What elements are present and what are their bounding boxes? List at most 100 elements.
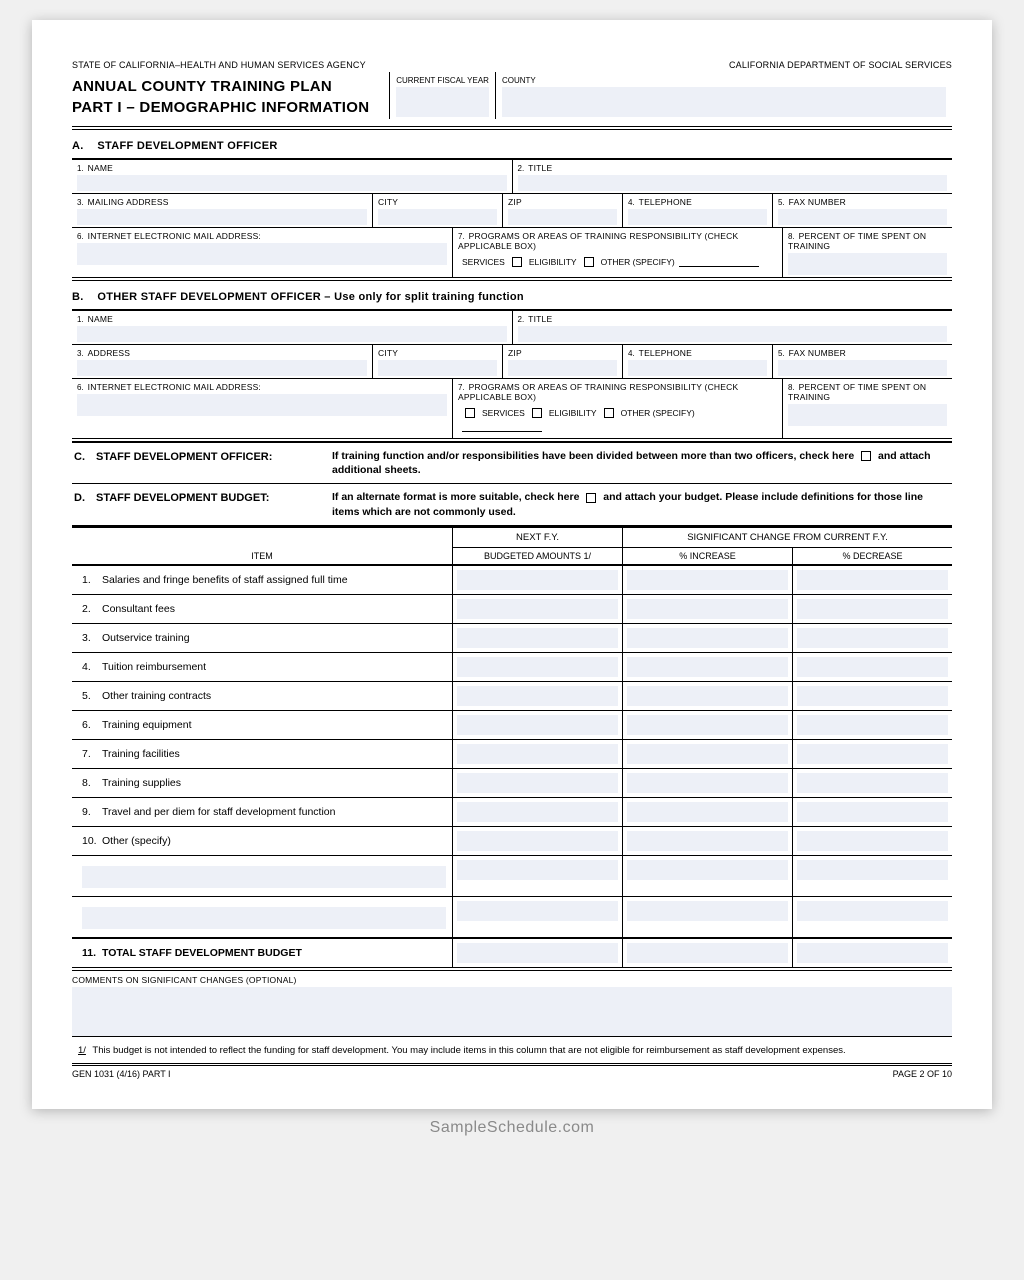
section-b-grid: 1.NAME 2.TITLE 3.ADDRESS CITY ZIP 4.TELE… [72,309,952,442]
b-phone-input[interactable] [628,360,767,376]
a-address-input[interactable] [77,209,367,225]
other-specify-input[interactable] [82,907,446,929]
decrease-input[interactable] [797,773,948,793]
page-footer: GEN 1031 (4/16) PART I PAGE 2 OF 10 [72,1066,952,1079]
decrease-input[interactable] [797,901,948,921]
decrease-input[interactable] [797,599,948,619]
total-amount-input[interactable] [457,943,618,963]
comments-label: COMMENTS ON SIGNIFICANT CHANGES (OPTIONA… [72,971,952,987]
table-row: 3.Outservice training [72,624,952,653]
increase-input[interactable] [627,802,788,822]
increase-input[interactable] [627,744,788,764]
county-box: COUNTY [495,72,952,119]
amount-input[interactable] [457,570,618,590]
amount-input[interactable] [457,686,618,706]
increase-input[interactable] [627,686,788,706]
increase-input[interactable] [627,715,788,735]
table-row: 10.Other (specify) [72,827,952,856]
agency-left: STATE OF CALIFORNIA–HEALTH AND HUMAN SER… [72,60,366,70]
a-eligibility-checkbox[interactable] [584,257,594,267]
a-city-input[interactable] [378,209,497,225]
amount-input[interactable] [457,715,618,735]
a-title-input[interactable] [518,175,948,191]
amount-input[interactable] [457,628,618,648]
decrease-input[interactable] [797,744,948,764]
a-other-specify-input[interactable] [679,257,759,267]
section-a-heading: A. STAFF DEVELOPMENT OFFICER [72,130,952,158]
table-row: 1.Salaries and fringe benefits of staff … [72,566,952,595]
total-decrease-input[interactable] [797,943,948,963]
fiscal-year-input[interactable] [396,87,489,117]
watermark: SampleSchedule.com [430,1119,595,1137]
title-line-2: PART I – DEMOGRAPHIC INFORMATION [72,99,389,116]
a-fax-input[interactable] [778,209,947,225]
amount-input[interactable] [457,802,618,822]
b-zip-input[interactable] [508,360,617,376]
increase-input[interactable] [627,599,788,619]
page-number: PAGE 2 OF 10 [893,1069,952,1079]
table-row [72,856,952,897]
increase-input[interactable] [627,570,788,590]
decrease-input[interactable] [797,715,948,735]
form-id: GEN 1031 (4/16) PART I [72,1069,171,1079]
amount-input[interactable] [457,599,618,619]
a-zip-input[interactable] [508,209,617,225]
decrease-input[interactable] [797,802,948,822]
title-line-1: ANNUAL COUNTY TRAINING PLAN [72,78,389,95]
section-d-row: D.STAFF DEVELOPMENT BUDGET: If an altern… [72,484,952,525]
b-city-input[interactable] [378,360,497,376]
decrease-input[interactable] [797,686,948,706]
form-page: STATE OF CALIFORNIA–HEALTH AND HUMAN SER… [32,20,992,1109]
b-other-checkbox[interactable] [604,408,614,418]
b-percent-input[interactable] [788,404,947,426]
table-row: 4.Tuition reimbursement [72,653,952,682]
amount-input[interactable] [457,831,618,851]
decrease-input[interactable] [797,570,948,590]
comments-input[interactable] [72,987,952,1037]
amount-input[interactable] [457,860,618,880]
increase-input[interactable] [627,773,788,793]
total-increase-input[interactable] [627,943,788,963]
a-name-input[interactable] [77,175,507,191]
decrease-input[interactable] [797,860,948,880]
increase-input[interactable] [627,831,788,851]
increase-input[interactable] [627,628,788,648]
amount-input[interactable] [457,744,618,764]
increase-input[interactable] [627,901,788,921]
fiscal-year-box: CURRENT FISCAL YEAR [389,72,495,119]
amount-input[interactable] [457,901,618,921]
table-row: 2.Consultant fees [72,595,952,624]
b-other-specify-input[interactable] [462,422,542,432]
amount-input[interactable] [457,773,618,793]
increase-input[interactable] [627,860,788,880]
increase-input[interactable] [627,657,788,677]
a-email-input[interactable] [77,243,447,265]
a-percent-input[interactable] [788,253,947,275]
total-row: 11.TOTAL STAFF DEVELOPMENT BUDGET [72,938,952,971]
table-row: 8.Training supplies [72,769,952,798]
b-email-input[interactable] [77,394,447,416]
a-services-checkbox[interactable] [512,257,522,267]
county-label: COUNTY [502,76,946,85]
b-title-input[interactable] [518,326,948,342]
b-fax-input[interactable] [778,360,947,376]
other-specify-input[interactable] [82,866,446,888]
b-address-input[interactable] [77,360,367,376]
amount-input[interactable] [457,657,618,677]
decrease-input[interactable] [797,628,948,648]
b-eligibility-checkbox[interactable] [532,408,542,418]
b-name-input[interactable] [77,326,507,342]
c-checkbox[interactable] [861,451,871,461]
b-services-checkbox[interactable] [465,408,475,418]
decrease-input[interactable] [797,831,948,851]
agency-line: STATE OF CALIFORNIA–HEALTH AND HUMAN SER… [72,60,952,70]
agency-right: CALIFORNIA DEPARTMENT OF SOCIAL SERVICES [729,60,952,70]
footnote: 1/ This budget is not intended to reflec… [72,1037,952,1066]
fiscal-year-label: CURRENT FISCAL YEAR [396,76,489,85]
section-b-heading: B. OTHER STAFF DEVELOPMENT OFFICER – Use… [72,281,952,309]
a-phone-input[interactable] [628,209,767,225]
county-input[interactable] [502,87,946,117]
decrease-input[interactable] [797,657,948,677]
table-row: 9.Travel and per diem for staff developm… [72,798,952,827]
d-checkbox[interactable] [586,493,596,503]
